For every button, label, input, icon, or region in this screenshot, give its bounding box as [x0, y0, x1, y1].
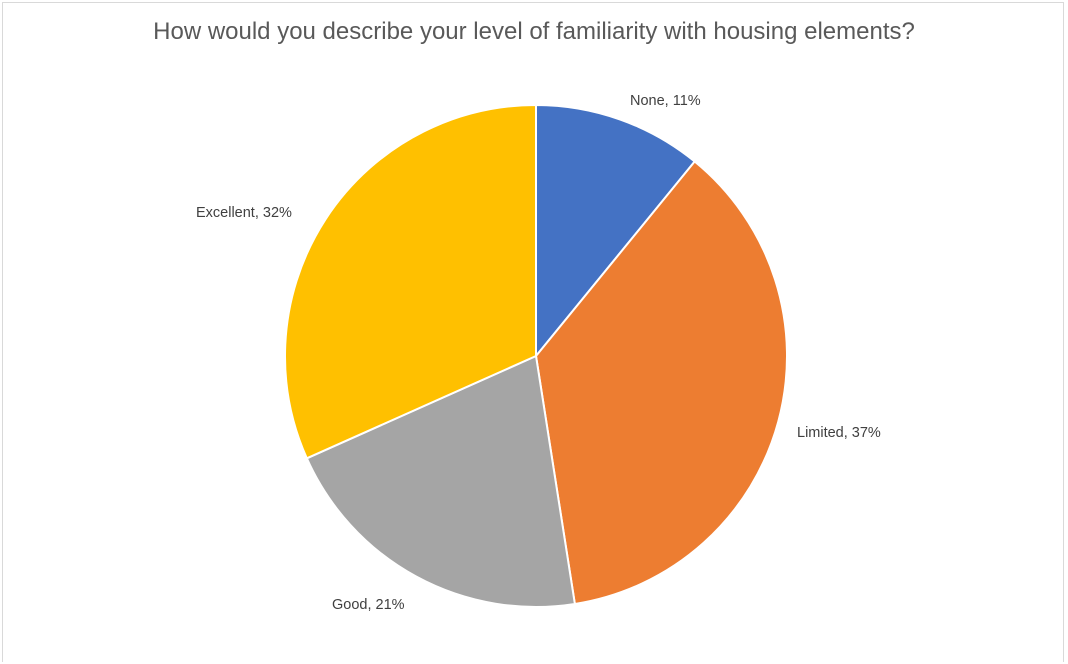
pie-data-labels: None, 11% Limited, 37% Good, 21% Excellent,… — [196, 93, 881, 613]
pie-slice-limited — [535, 160, 789, 605]
chart-title: How would you describe your level of fam… — [153, 18, 915, 45]
pie-slice-excellent — [284, 104, 537, 460]
pie-slices — [284, 104, 789, 608]
data-label-good: Good, 21% — [332, 597, 405, 613]
pie-slice-good — [305, 355, 576, 608]
pie-slice-none — [535, 104, 696, 357]
data-label-excellent: Excellent, 32% — [196, 205, 292, 221]
data-label-limited: Limited, 37% — [797, 425, 881, 441]
data-label-none: None, 11% — [630, 93, 701, 109]
